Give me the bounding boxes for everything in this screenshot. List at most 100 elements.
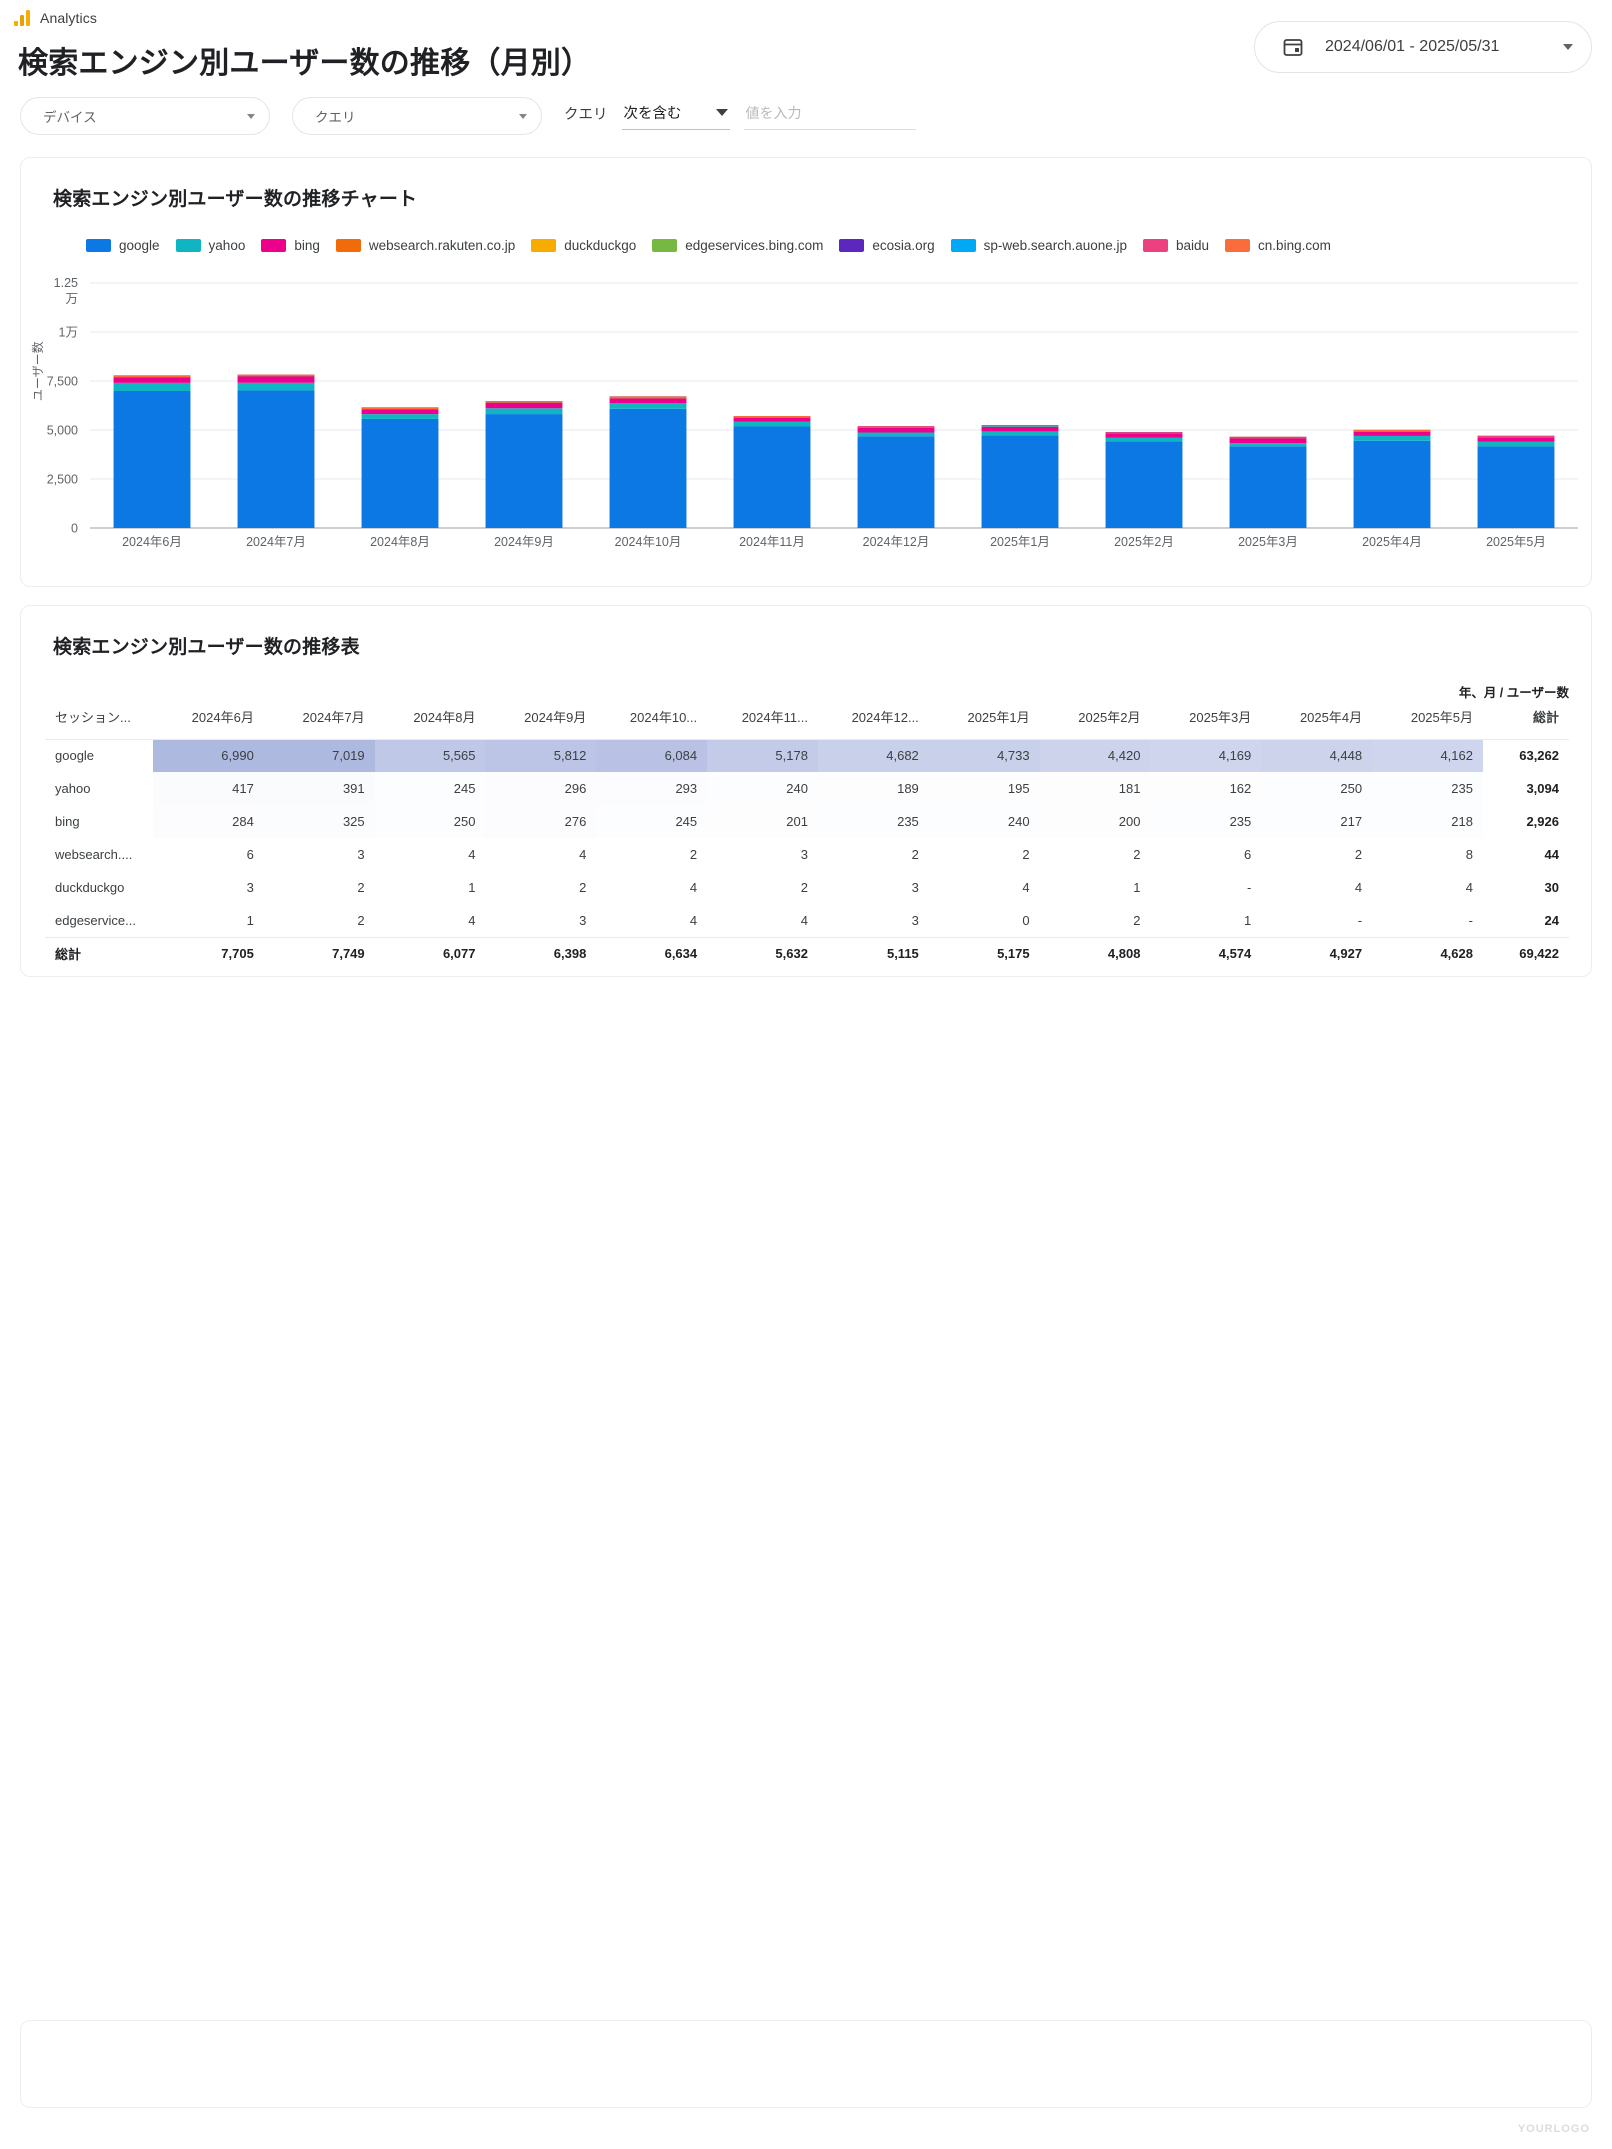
bar-segment[interactable] (361, 407, 439, 409)
bar-segment[interactable] (609, 396, 687, 398)
bar-segment[interactable] (1353, 435, 1431, 441)
table-cell: 2 (1039, 838, 1151, 871)
legend-item[interactable]: cn.bing.com (1225, 238, 1331, 253)
bar-segment[interactable] (113, 382, 191, 391)
bar-segment[interactable] (1105, 432, 1183, 434)
bar-segment[interactable] (485, 402, 563, 409)
bar-segment[interactable] (1229, 438, 1307, 444)
legend-item[interactable]: sp-web.search.auone.jp (950, 238, 1127, 253)
bar-segment[interactable] (857, 436, 935, 528)
table-cell-total: 44 (1483, 838, 1569, 871)
bar-segment[interactable] (981, 424, 1059, 427)
legend-item[interactable]: baidu (1143, 238, 1209, 253)
table-cell: 0 (928, 904, 1040, 937)
bar-segment[interactable] (857, 432, 935, 437)
x-tick-label: 2024年11月 (739, 535, 805, 549)
column-header-month[interactable]: 2024年9月 (485, 701, 597, 740)
bar-segment[interactable] (981, 426, 1059, 432)
bar-segment[interactable] (733, 421, 811, 427)
bar-segment[interactable] (113, 375, 191, 378)
device-filter-dropdown[interactable]: デバイス (20, 97, 270, 135)
bar-segment[interactable] (1477, 435, 1555, 438)
filter-bar: デバイス クエリ クエリ 次を含む 値を入力 (20, 97, 916, 135)
brand-name: Analytics (40, 10, 97, 26)
table-body: google 6,990 7,019 5,565 5,812 6,084 5,178 4,68… (45, 739, 1569, 970)
column-header-month[interactable]: 2024年12... (817, 701, 929, 740)
bar-segment[interactable] (1229, 436, 1307, 439)
legend-label: yahoo (208, 238, 246, 253)
bar-segment[interactable] (733, 426, 811, 528)
bar-segment[interactable] (361, 414, 439, 419)
legend-item[interactable]: duckduckgo (531, 238, 636, 253)
column-header-month[interactable]: 2024年11... (707, 701, 818, 740)
query-filter-dropdown[interactable]: クエリ (292, 97, 542, 135)
date-range-picker[interactable]: 2024/06/01 - 2025/05/31 (1254, 21, 1592, 73)
bar-segment[interactable] (733, 417, 811, 422)
legend-item[interactable]: yahoo (175, 238, 246, 253)
column-header-month[interactable]: 2024年8月 (374, 701, 486, 740)
legend-item[interactable]: edgeservices.bing.com (652, 238, 823, 253)
bar-segment[interactable] (1105, 441, 1183, 528)
table-row[interactable]: edgeservice... 1 2 4 3 4 4 3 0 2 1- -24 (45, 904, 1569, 937)
bar-segment[interactable] (1477, 437, 1555, 442)
bar-segment[interactable] (237, 390, 315, 528)
bar-segment[interactable] (1105, 433, 1183, 438)
column-header-month[interactable]: 2025年4月 (1261, 701, 1373, 740)
bar-segment[interactable] (1353, 440, 1431, 528)
table-row[interactable]: google 6,990 7,019 5,565 5,812 6,084 5,178 4,68… (45, 739, 1569, 772)
column-header-total[interactable]: 総計 (1483, 701, 1569, 740)
bar-segment[interactable] (1105, 437, 1183, 442)
bar-segment[interactable] (857, 427, 935, 433)
bar-segment[interactable] (485, 401, 563, 403)
bar-segment[interactable] (1229, 443, 1307, 447)
bar-segment[interactable] (857, 426, 935, 428)
bar-segment[interactable] (609, 398, 687, 404)
bar-segment[interactable] (1353, 431, 1431, 436)
table-cell: 6,990 (153, 739, 264, 772)
column-header-month[interactable]: 2024年10... (596, 701, 708, 740)
bar-segment[interactable] (1477, 441, 1555, 447)
column-header-month[interactable]: 2025年2月 (1039, 701, 1151, 740)
column-header-month[interactable]: 2025年3月 (1150, 701, 1262, 740)
bar-segment[interactable] (1477, 446, 1555, 528)
column-header-month[interactable]: 2024年7月 (263, 701, 375, 740)
bar-segment[interactable] (237, 382, 315, 391)
bar-segment[interactable] (361, 418, 439, 528)
table-row[interactable]: duckduckgo 3 2 1 2 4 2 3 4 1-4 4 30 (45, 871, 1569, 904)
column-header-dimension-text: セッション... (55, 710, 131, 726)
column-header-dimension[interactable]: セッション... (45, 701, 153, 740)
x-tick-label: 2025年2月 (1114, 535, 1174, 549)
legend-item[interactable]: google (86, 238, 160, 253)
query-value-input[interactable]: 値を入力 (743, 103, 916, 130)
bar-segment[interactable] (981, 431, 1059, 436)
bar-segment[interactable] (1353, 429, 1431, 432)
column-header-month[interactable]: 2024年6月 (153, 701, 264, 740)
bar-segment[interactable] (733, 416, 811, 418)
bar-segment[interactable] (361, 409, 439, 415)
bar-segment[interactable] (485, 414, 563, 528)
table-row[interactable]: websearch.... 6 3 4 4 2 3 2 2 2 6 2 8 44 (45, 838, 1569, 871)
bar-segment[interactable] (113, 377, 191, 383)
legend-item[interactable]: bing (261, 238, 320, 253)
column-header-month[interactable]: 2025年5月 (1372, 701, 1483, 740)
bar-segment[interactable] (237, 376, 315, 383)
table-cell: 3 (153, 871, 264, 904)
bar-segment[interactable] (981, 435, 1059, 528)
bar-segment[interactable] (1229, 446, 1307, 528)
legend-item[interactable]: ecosia.org (839, 238, 935, 253)
bar-segment[interactable] (113, 390, 191, 528)
table-row[interactable]: bing 284 325 250 276 245 201 235 240 200 235 217 218… (45, 805, 1569, 838)
table-row[interactable]: yahoo 417 391 245 296 293 240 189 195 181 162 250 23… (45, 772, 1569, 805)
bar-segment[interactable] (609, 408, 687, 528)
query-operator-select[interactable]: 次を含む (621, 102, 730, 130)
table-cell: 3 (707, 838, 818, 871)
column-header-month[interactable]: 2025年1月 (928, 701, 1040, 740)
table-cell: 3 (485, 904, 597, 937)
bar-segment[interactable] (609, 403, 687, 409)
legend-item[interactable]: websearch.rakuten.co.jp (335, 238, 515, 253)
x-tick-label: 2024年6月 (122, 535, 182, 549)
table-cell: 240 (707, 772, 818, 805)
bar-segment[interactable] (485, 408, 563, 415)
bar-segment[interactable] (237, 374, 315, 377)
table-cell: - (1372, 904, 1483, 937)
